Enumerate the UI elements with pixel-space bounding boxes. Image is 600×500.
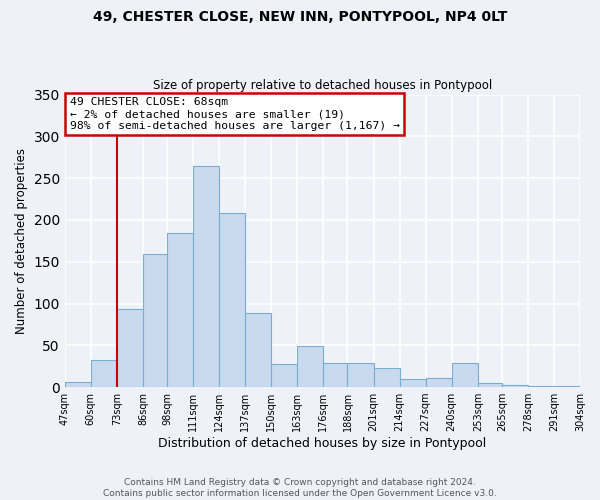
Bar xyxy=(271,364,298,387)
Bar xyxy=(91,360,117,387)
Bar xyxy=(117,308,143,387)
Bar xyxy=(323,363,347,387)
Bar xyxy=(298,346,323,387)
Text: 49, CHESTER CLOSE, NEW INN, PONTYPOOL, NP4 0LT: 49, CHESTER CLOSE, NEW INN, PONTYPOOL, N… xyxy=(93,10,507,24)
Bar xyxy=(347,363,374,387)
Bar xyxy=(400,378,425,387)
Bar xyxy=(143,254,167,387)
Bar xyxy=(554,386,580,387)
Bar xyxy=(374,368,400,387)
Text: Contains HM Land Registry data © Crown copyright and database right 2024.
Contai: Contains HM Land Registry data © Crown c… xyxy=(103,478,497,498)
Bar xyxy=(65,382,91,387)
Bar xyxy=(245,312,271,387)
Bar xyxy=(167,234,193,387)
Bar xyxy=(425,378,452,387)
Bar xyxy=(528,386,554,387)
Title: Size of property relative to detached houses in Pontypool: Size of property relative to detached ho… xyxy=(153,79,492,92)
Bar xyxy=(219,213,245,387)
Text: 49 CHESTER CLOSE: 68sqm
← 2% of detached houses are smaller (19)
98% of semi-det: 49 CHESTER CLOSE: 68sqm ← 2% of detached… xyxy=(70,98,400,130)
Bar xyxy=(478,383,502,387)
Bar xyxy=(502,384,528,387)
Y-axis label: Number of detached properties: Number of detached properties xyxy=(15,148,28,334)
Bar xyxy=(193,166,219,387)
X-axis label: Distribution of detached houses by size in Pontypool: Distribution of detached houses by size … xyxy=(158,437,487,450)
Bar xyxy=(452,363,478,387)
Bar xyxy=(580,380,600,387)
